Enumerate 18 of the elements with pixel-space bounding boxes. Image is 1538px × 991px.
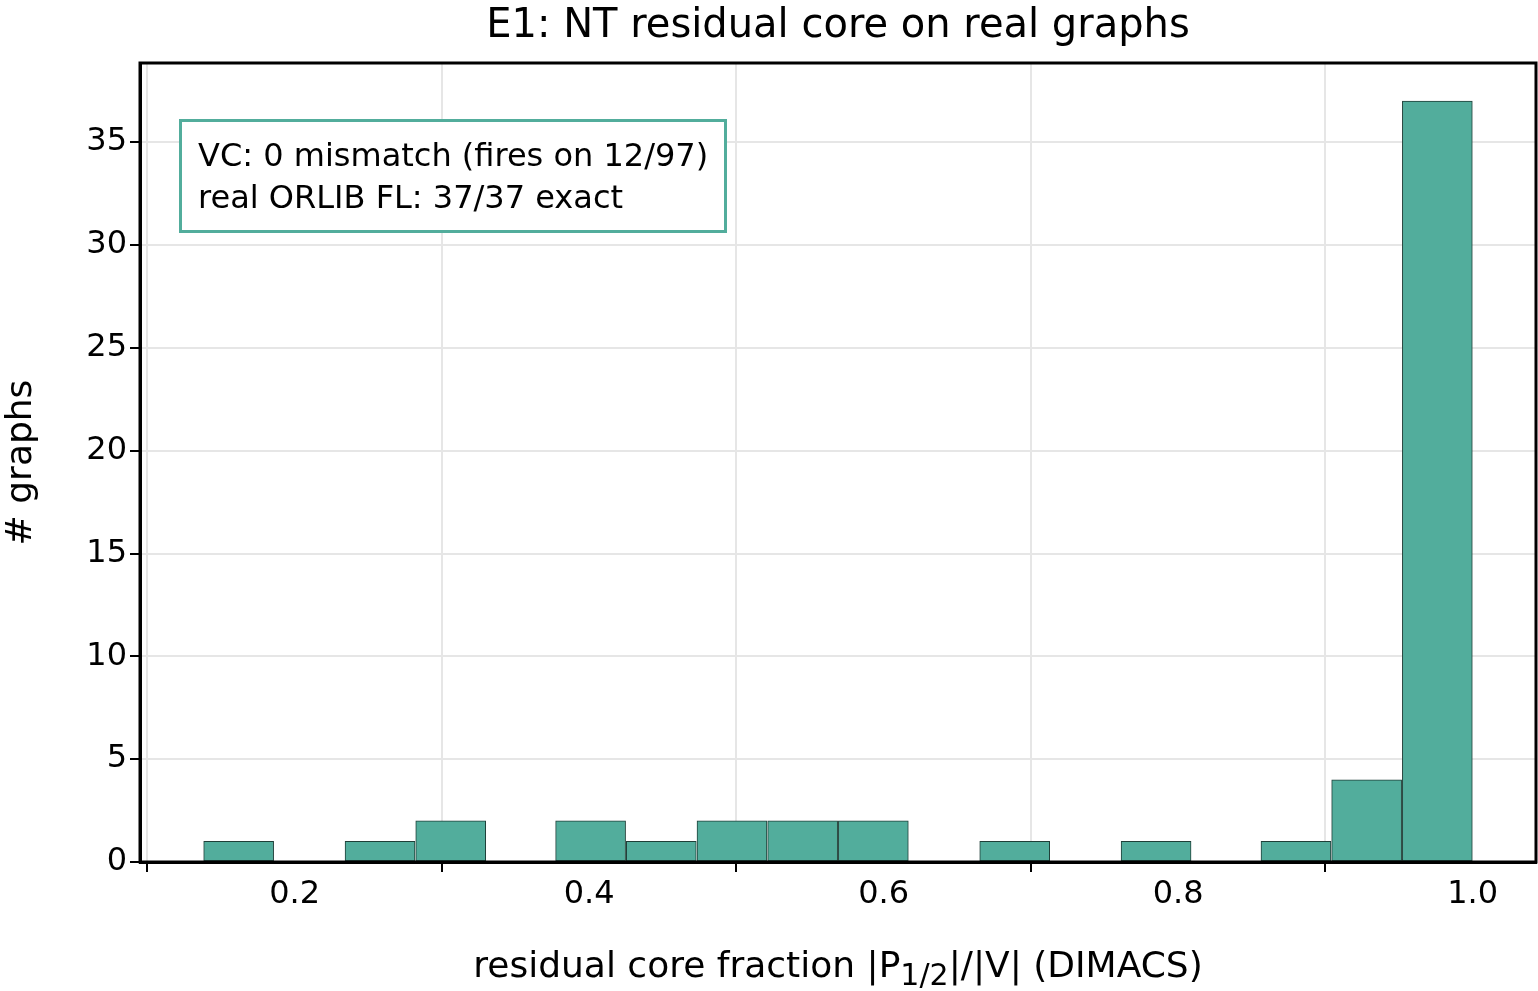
x-tick-label: 0.8	[1152, 872, 1204, 911]
y-tick-label: 5	[106, 737, 127, 776]
y-tick-label: 35	[86, 120, 127, 159]
y-tick-label: 30	[86, 223, 127, 262]
x-tick-label: 1.0	[1447, 872, 1499, 911]
y-tick-label: 0	[106, 840, 127, 879]
y-axis-title: # graphs	[0, 379, 39, 546]
annotation: VC: 0 mismatch (fires on 12/97)	[198, 135, 709, 176]
y-tick-label: 20	[86, 428, 127, 467]
x-tick-label: 0.4	[563, 872, 615, 911]
x-tick-label: 0.6	[858, 872, 910, 911]
y-tick-label: 15	[86, 531, 127, 570]
chart-title: E1: NT residual core on real graphs	[485, 0, 1191, 46]
y-tick-label: 25	[86, 326, 127, 365]
x-tick-label: 0.2	[269, 872, 321, 911]
x-axis-title: residual core fraction |P$_{1/2}$|/|V| (DIMACS)	[472, 943, 1204, 991]
y-tick-label: 10	[86, 634, 127, 673]
annotation: real ORLIB FL: 37/37 exact	[198, 177, 624, 218]
